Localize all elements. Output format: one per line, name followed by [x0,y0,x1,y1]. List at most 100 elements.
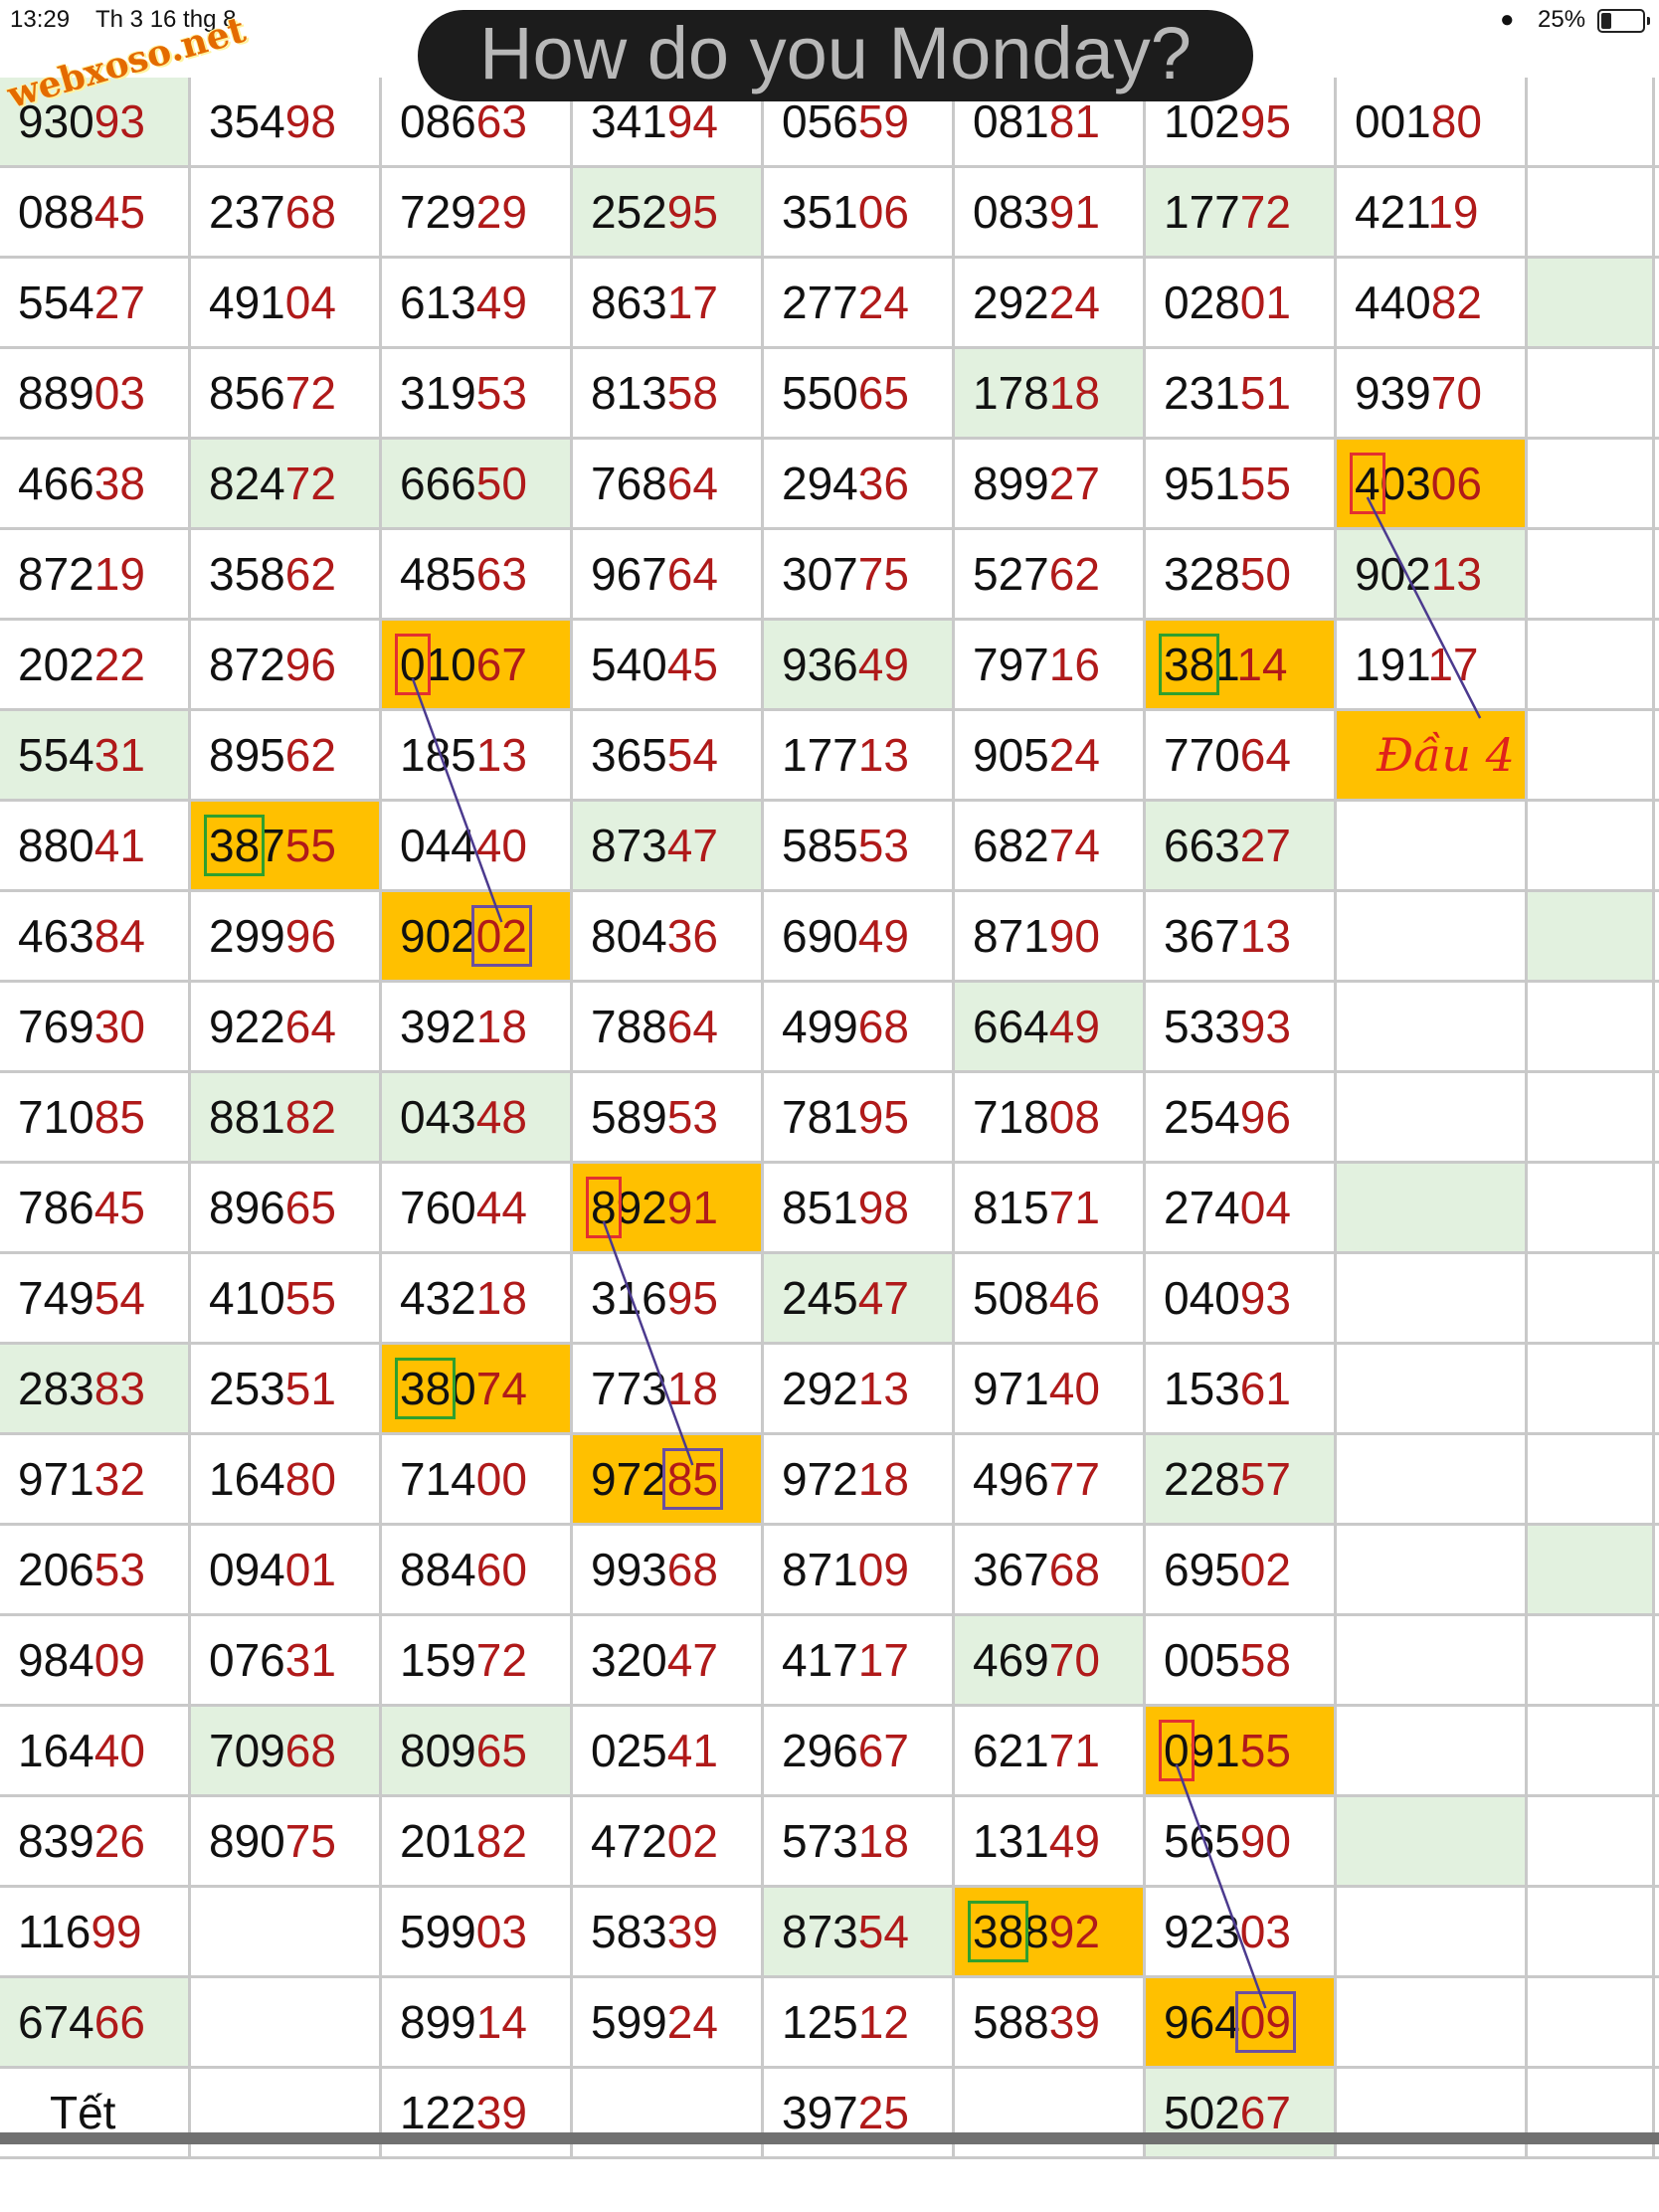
number-tail: 24 [1048,729,1100,781]
number-head: 202 [18,639,94,690]
table-cell [1528,983,1655,1070]
number-head: 410 [209,1272,285,1324]
table-cell: 78195 [764,1073,955,1161]
number-tail: 38 [93,458,145,509]
table-cell: 66449 [955,983,1146,1070]
table-cell: 38755 [191,802,382,889]
table-cell: 00558 [1146,1616,1337,1704]
table-cell: 42119 [1337,168,1528,256]
table-cell: 56590 [1146,1797,1337,1885]
number-tail: 55 [284,1272,336,1324]
table-cell [1337,1888,1528,1975]
table-cell: 79716 [955,621,1146,708]
number-head: 231 [1164,367,1240,419]
number-tail: 19 [1427,186,1479,238]
table-cell: 88041 [0,802,191,889]
number-tail: 53 [857,820,909,871]
number-head: 122 [400,2087,476,2138]
table-cell: 16480 [191,1435,382,1523]
table-row: Tết 12239 39725 50267 [0,2069,1659,2159]
number-tail: 96 [284,639,336,690]
number-head: 664 [973,1001,1049,1052]
table-cell: 61349 [382,259,573,346]
table-cell [1528,621,1655,708]
number-head: 781 [782,1091,858,1143]
table-row: 11699 59903 58339 87354 38892 92303 [0,1888,1659,1978]
table-cell [1337,892,1528,980]
table-cell: 96764 [573,530,764,618]
number-tail: 63 [475,548,527,600]
number-tail: 84 [93,910,145,962]
number-head: 851 [782,1182,858,1233]
table-row: 88903 85672 31953 81358 55065 17818 23151 93970 [0,349,1659,440]
table-cell: 48563 [382,530,573,618]
table-cell: 59903 [382,1888,573,1975]
number-head: 690 [782,910,858,962]
number-head: 871 [782,1544,858,1595]
number-head: 499 [782,1001,858,1052]
number-tail: 80 [284,1453,336,1505]
number-head: 086 [400,95,476,147]
number-head: 056 [782,95,858,147]
marked-digits: 8 [586,1177,622,1238]
number-head: 1 [1214,639,1237,690]
table-cell: 53393 [1146,983,1337,1070]
number-head: 902 [400,910,476,962]
number-tail: 18 [1048,367,1100,419]
number-tail: 54 [666,729,718,781]
number-head: 432 [400,1272,476,1324]
number-head: 533 [1164,1001,1240,1052]
number-tail: 16 [1048,639,1100,690]
number-head: 797 [973,639,1049,690]
number-head: 076 [209,1634,285,1686]
number-tail: 68 [666,1544,718,1595]
number-tail: 36 [857,458,909,509]
table-cell: 95155 [1146,440,1337,527]
number-head: 472 [591,1815,667,1867]
table-row: 74954 41055 43218 31695 24547 50846 04093 [0,1254,1659,1345]
table-cell: 74954 [0,1254,191,1342]
number-head: 729 [400,186,476,238]
table-cell: 50846 [955,1254,1146,1342]
number-head: 307 [782,548,858,600]
table-cell: 08181 [955,78,1146,165]
number-head: 254 [1164,1091,1240,1143]
number-head: 463 [18,910,94,962]
number-tail: 63 [475,95,527,147]
number-tail: 47 [857,1272,909,1324]
number-head: 972 [782,1453,858,1505]
table-cell: 35862 [191,530,382,618]
number-head: 881 [209,1091,285,1143]
table-row: 93093 35498 08663 34194 05659 08181 10295 00180 [0,78,1659,168]
number-head: 044 [400,820,476,871]
number-tail: 51 [1239,367,1291,419]
table-row: 28383 25351 38074 77318 29213 97140 15361 [0,1345,1659,1435]
table-cell: 12239 [382,2069,573,2156]
number-tail: 45 [666,639,718,690]
number-head: 984 [18,1634,94,1686]
number-head: 666 [400,458,476,509]
number-head: 10 [425,639,476,690]
table-cell: 25295 [573,168,764,256]
table-row: 46638 82472 66650 76864 29436 89927 95155 40306 [0,440,1659,530]
number-tail: 49 [1048,1815,1100,1867]
number-head: 277 [782,276,858,328]
number-tail: 64 [1239,729,1291,781]
table-cell: 69049 [764,892,955,980]
table-row: 76930 92264 39218 78864 49968 66449 53393 [0,983,1659,1073]
number-tail: 93 [1239,1272,1291,1324]
table-cell [1337,1073,1528,1161]
table-cell: 20182 [382,1797,573,1885]
marked-digits: 0 [1159,1720,1195,1781]
table-cell: 12512 [764,1978,955,2066]
table-cell: 04440 [382,802,573,889]
table-cell [1528,1616,1655,1704]
number-tail: 41 [93,820,145,871]
number-head: 164 [209,1453,285,1505]
number-head: 709 [209,1725,285,1776]
number-head: 397 [782,2087,858,2138]
number-tail: 17 [1427,639,1479,690]
table-cell: 19117 [1337,621,1528,708]
number-head: 159 [400,1634,476,1686]
table-cell [1337,1435,1528,1523]
